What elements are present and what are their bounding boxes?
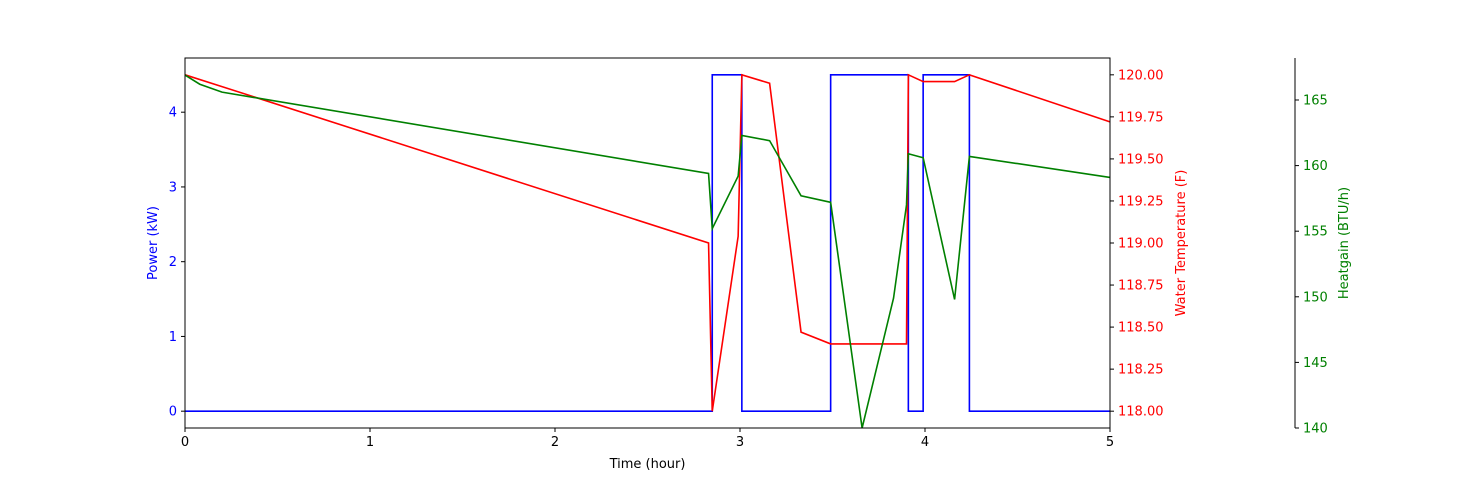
temp-tick-label: 118.25 xyxy=(1118,363,1164,378)
temp-series-line xyxy=(184,73,1111,412)
heat-tick-label: 140 xyxy=(1303,422,1328,437)
temp-axis-label: Water Temperature (F) xyxy=(1174,170,1189,317)
temp-tick-label: 120.00 xyxy=(1118,68,1164,83)
x-tick-label: 3 xyxy=(736,435,744,450)
heat-tick-label: 165 xyxy=(1303,93,1328,108)
temp-tick-label: 118.50 xyxy=(1118,321,1164,336)
heat-tick-label: 155 xyxy=(1303,225,1328,240)
x-tick-label: 0 xyxy=(181,435,189,450)
heat-tick-label: 150 xyxy=(1303,290,1328,305)
heat-series-line xyxy=(184,74,1111,429)
axes-layer: 0 1 2 3 4 5 0 1 2 3 4 Power (kW) 118.00 118.25 118.50 1… xyxy=(146,58,1352,450)
plot-lines xyxy=(184,73,1111,429)
power-tick-label: 0 xyxy=(169,405,177,420)
heat-tick-label: 145 xyxy=(1303,356,1328,371)
x-tick-label: 1 xyxy=(366,435,374,450)
x-tick-label: 4 xyxy=(921,435,929,450)
power-series-line xyxy=(185,74,1110,412)
temp-tick-label: 119.50 xyxy=(1118,152,1164,167)
power-tick-label: 2 xyxy=(169,255,177,270)
power-tick-label: 3 xyxy=(169,180,177,195)
power-axis-label: Power (kW) xyxy=(146,206,161,280)
temp-tick-label: 119.00 xyxy=(1118,237,1164,252)
heat-axis-label: Heatgain (BTU/h) xyxy=(1337,187,1352,299)
plot-frame xyxy=(184,57,1111,429)
power-tick-label: 1 xyxy=(169,330,177,345)
x-axis-label: Time (hour) xyxy=(609,457,686,472)
temp-tick-label: 118.75 xyxy=(1118,279,1164,294)
x-tick-label: 5 xyxy=(1106,435,1114,450)
temp-tick-label: 118.00 xyxy=(1118,405,1164,420)
heat-tick-label: 160 xyxy=(1303,159,1328,174)
temp-tick-label: 119.25 xyxy=(1118,194,1164,209)
power-tick-label: 4 xyxy=(169,106,177,121)
temp-tick-label: 119.75 xyxy=(1118,110,1164,125)
x-tick-label: 2 xyxy=(551,435,559,450)
